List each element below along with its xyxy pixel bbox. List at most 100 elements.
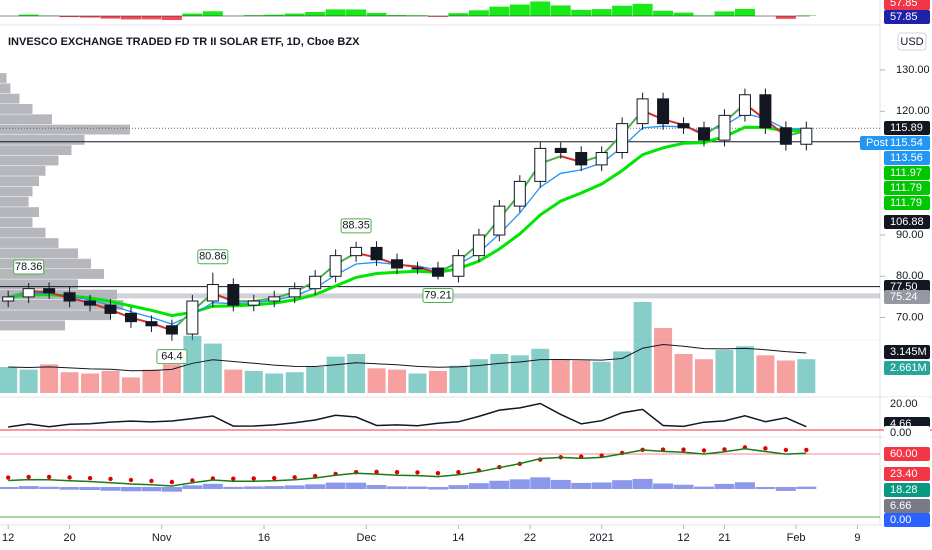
oscillator-bar (325, 9, 346, 16)
candle-body (63, 292, 76, 302)
price-badge (884, 196, 930, 210)
volume-bar (797, 359, 816, 393)
price-badge-label: 111.79 (890, 197, 922, 209)
indicator-hist (387, 486, 408, 489)
oscillator-bar (448, 13, 469, 16)
indicator-dot (292, 475, 297, 480)
oscillator-bar (346, 9, 367, 16)
indicator-hist (550, 479, 571, 489)
volume-bar (285, 372, 304, 393)
candle-body (677, 123, 690, 129)
indicator-dot (722, 447, 727, 452)
oscillator-bar (489, 6, 510, 16)
oscillator-bar (632, 3, 653, 16)
oscillator-bar (182, 13, 203, 16)
volume-profile-row (0, 93, 20, 104)
indicator-hist (80, 487, 101, 491)
price-badge-label: 0.00 (890, 514, 911, 526)
oscillator-bar (243, 15, 264, 16)
oscillator-bar (591, 9, 612, 16)
indicator-dot (67, 475, 72, 480)
indicator-hist (489, 480, 510, 489)
volume-bar (121, 377, 140, 393)
price-badge-label: 57.85 (890, 0, 918, 9)
price-badge (884, 499, 930, 513)
candle-body (309, 275, 322, 290)
pivot-box (13, 259, 45, 275)
volume-bar (469, 359, 488, 393)
x-tick-label: 16 (258, 532, 270, 544)
price-badge (884, 467, 930, 481)
indicator-dot (149, 478, 154, 484)
price-badge-label: 23.40 (890, 468, 918, 480)
candle-body (800, 127, 813, 145)
indicator-hist (653, 483, 674, 489)
candle-body (698, 127, 710, 141)
indicator-hist (468, 483, 489, 489)
volume-bar (654, 328, 673, 393)
candle-body (227, 284, 240, 306)
volume-bar (592, 361, 611, 393)
y-tick-label: 80.00 (896, 270, 924, 282)
pivot-label: 79.21 (424, 289, 452, 301)
volume-bar (183, 335, 202, 393)
indicator-hist (182, 485, 203, 489)
indicator-hist (509, 479, 530, 489)
indicator-hist (427, 487, 448, 490)
price-badge (884, 483, 930, 497)
price-badge-label: 115.89 (890, 122, 923, 134)
oscillator-bar (530, 1, 551, 16)
volume-bar (265, 373, 284, 393)
candle-body (513, 180, 526, 207)
oscillator-bar (387, 15, 408, 16)
volume-profile-row (0, 165, 46, 176)
oscillator-bar (59, 16, 80, 18)
candle-body (452, 255, 465, 277)
price-badge-label: 20.00 (890, 398, 918, 410)
x-tick-label: Feb (787, 532, 806, 544)
currency-box[interactable] (897, 32, 927, 51)
volume-bar (224, 369, 243, 393)
indicator-hist (734, 482, 755, 489)
indicator-dot (108, 476, 113, 482)
volume-ma (8, 343, 807, 372)
indicator-hist (284, 485, 305, 489)
volume-profile-row (0, 186, 33, 197)
candle-body (738, 94, 751, 116)
candle-body (104, 304, 117, 314)
oscillator-bar (509, 4, 530, 16)
indicator-dot (394, 470, 400, 475)
oscillator-bar (100, 16, 121, 19)
oscillator-bar (775, 16, 796, 19)
oscillator-bar (734, 8, 755, 16)
price-badge-label: 106.88 (890, 216, 924, 228)
candle-body (247, 300, 260, 306)
indicator-hist (796, 486, 817, 489)
price-badge-label: 57.85 (890, 11, 918, 23)
volume-bar (674, 354, 693, 393)
candle-body (534, 147, 547, 182)
chart-title: INVESCO EXCHANGE TRADED FD TR II SOLAR E… (8, 36, 360, 48)
candle-body (554, 147, 567, 154)
indicator-hist (694, 486, 714, 489)
volume-profile-row (0, 299, 124, 310)
oscillator-bar (694, 15, 714, 16)
currency[interactable]: USD (900, 36, 923, 48)
volume-bar (572, 360, 591, 393)
candle-body (2, 296, 15, 302)
volume-bar (531, 348, 550, 393)
indicator-hist (714, 483, 735, 489)
indicator-dot (272, 475, 277, 481)
x-tick-label: 20 (63, 532, 75, 544)
candle-body (350, 246, 363, 257)
volume-profile-row (0, 155, 59, 166)
indicator-hist (530, 477, 551, 489)
indicator-hist (366, 485, 387, 489)
volume-bar (388, 369, 407, 393)
candle-body (575, 152, 588, 166)
candle-body (595, 152, 608, 166)
indicator-hist (571, 482, 592, 489)
oscillator-bar (427, 16, 448, 17)
indicator-dot (804, 447, 809, 453)
